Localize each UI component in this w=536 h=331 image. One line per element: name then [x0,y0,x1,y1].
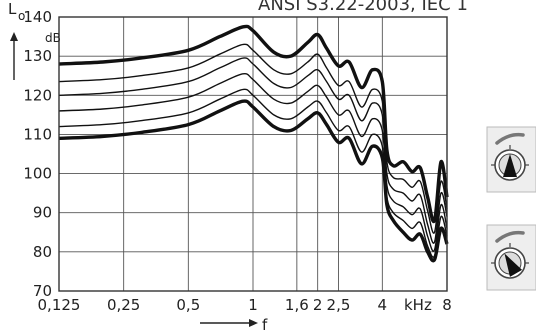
y-tick-label: 100 [23,165,52,183]
y-tick-label: 70 [33,282,52,300]
x-tick-label: 1 [248,296,258,314]
x-tick-label: 1,6 [285,296,309,314]
x-axis-arrow-head [249,319,258,327]
y-tick-label: 110 [23,125,52,143]
x-tick-label: 2 [313,296,323,314]
response-curve-5 [58,88,448,258]
plot-frame [58,16,448,292]
y-tick-label: 120 [23,86,52,104]
response-curve-6 [58,99,449,263]
y-tick-label: 140 [23,8,52,26]
y-tick-label: 130 [23,47,52,65]
response-curve-2 [58,43,448,234]
x-tick-label: 2,5 [327,296,351,314]
y-tick-label: 80 [33,243,52,261]
response-curve-1 [58,24,449,224]
y-axis-arrow-head [10,32,18,41]
y-axis-subscript: o [18,9,25,23]
y-tick-label: 90 [33,204,52,222]
standard-reference-text: ANSI S3.22-2003, IEC 1 [258,0,468,15]
volume-control-dial-icon-lower [486,224,536,291]
x-axis-unit: kHz [404,296,432,314]
response-curves [58,24,449,263]
x-tick-label: 0,5 [176,296,200,314]
y-tick-labels: 70 80 90 100 110 120 130 140 [23,8,52,300]
x-tick-label: 4 [378,296,388,314]
volume-control-dial-icon-upper [486,126,536,193]
y-axis-unit: dB [45,31,61,45]
response-curve-4 [58,72,448,252]
response-curve-3 [58,57,448,244]
x-axis-symbol: f [262,316,268,331]
x-tick-label: 0,25 [107,296,140,314]
x-tick-labels: 0,125 0,25 0,5 1 1,6 2 2,5 4 8 [38,296,452,314]
x-tick-label: 0,125 [38,296,81,314]
y-axis-symbol: L [8,0,17,18]
x-tick-label: 8 [442,296,452,314]
